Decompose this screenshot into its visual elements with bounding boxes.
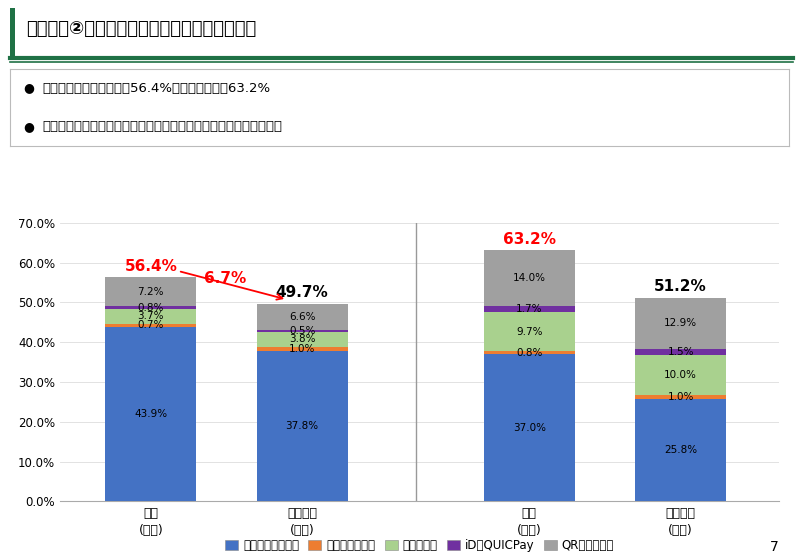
Text: 14.0%: 14.0% xyxy=(513,273,546,283)
Bar xyxy=(484,250,574,306)
Bar xyxy=(484,306,574,312)
Text: 0.5%: 0.5% xyxy=(289,326,316,336)
Bar xyxy=(105,324,197,326)
Text: 25.8%: 25.8% xyxy=(664,445,698,455)
Text: 63.2%: 63.2% xyxy=(503,232,556,247)
Bar xyxy=(256,332,348,347)
Bar xyxy=(256,304,348,330)
Text: 0.7%: 0.7% xyxy=(137,320,164,330)
Text: 1.7%: 1.7% xyxy=(516,304,543,314)
Text: 3.8%: 3.8% xyxy=(289,334,316,344)
Text: ●: ● xyxy=(24,120,34,134)
Text: 0.8%: 0.8% xyxy=(137,302,164,312)
Bar xyxy=(256,351,348,501)
Text: 区部では、金額ベースで56.4%、件数ベースで63.2%: 区部では、金額ベースで56.4%、件数ベースで63.2% xyxy=(42,81,271,95)
Bar xyxy=(105,306,197,309)
Bar xyxy=(484,354,574,501)
Bar xyxy=(635,395,726,399)
Bar xyxy=(635,349,726,355)
Bar xyxy=(635,355,726,395)
Text: 51.2%: 51.2% xyxy=(654,280,707,295)
Text: 6.7%: 6.7% xyxy=(204,271,246,286)
Text: 49.7%: 49.7% xyxy=(276,285,328,300)
Text: 37.8%: 37.8% xyxy=(285,421,319,431)
Bar xyxy=(484,312,574,351)
Text: 1.0%: 1.0% xyxy=(289,344,316,354)
Text: 7.2%: 7.2% xyxy=(137,287,164,297)
Bar xyxy=(635,399,726,501)
Text: 9.7%: 9.7% xyxy=(516,326,543,336)
Bar xyxy=(256,330,348,332)
Bar xyxy=(105,277,197,306)
Text: 区部と市町村部では、キャッシュレス決済比率に地域差が見られる: 区部と市町村部では、キャッシュレス決済比率に地域差が見られる xyxy=(42,120,282,134)
Text: ●: ● xyxy=(24,81,34,95)
Bar xyxy=(105,326,197,501)
Text: 7: 7 xyxy=(770,540,779,554)
Text: 1.5%: 1.5% xyxy=(667,347,694,357)
Text: 6.6%: 6.6% xyxy=(289,312,316,322)
Text: 1.0%: 1.0% xyxy=(667,392,694,402)
Text: 3.7%: 3.7% xyxy=(137,311,164,321)
Text: 10.0%: 10.0% xyxy=(664,370,697,380)
Bar xyxy=(635,297,726,349)
Bar xyxy=(484,351,574,354)
Text: 12.9%: 12.9% xyxy=(664,318,698,328)
Text: 0.8%: 0.8% xyxy=(516,348,543,358)
Text: 43.9%: 43.9% xyxy=(134,409,167,419)
Text: 結果詳細②　地域別のキャッシュレス決済比率: 結果詳細② 地域別のキャッシュレス決済比率 xyxy=(26,20,256,38)
Bar xyxy=(10,8,15,56)
Text: 56.4%: 56.4% xyxy=(125,258,177,273)
Bar xyxy=(256,347,348,351)
Text: 37.0%: 37.0% xyxy=(513,423,546,433)
Legend: クレジットカード, デビットカード, 電子マネー, iD・QUICPay, QRコード決済: クレジットカード, デビットカード, 電子マネー, iD・QUICPay, QR… xyxy=(221,534,618,556)
Bar xyxy=(105,309,197,324)
